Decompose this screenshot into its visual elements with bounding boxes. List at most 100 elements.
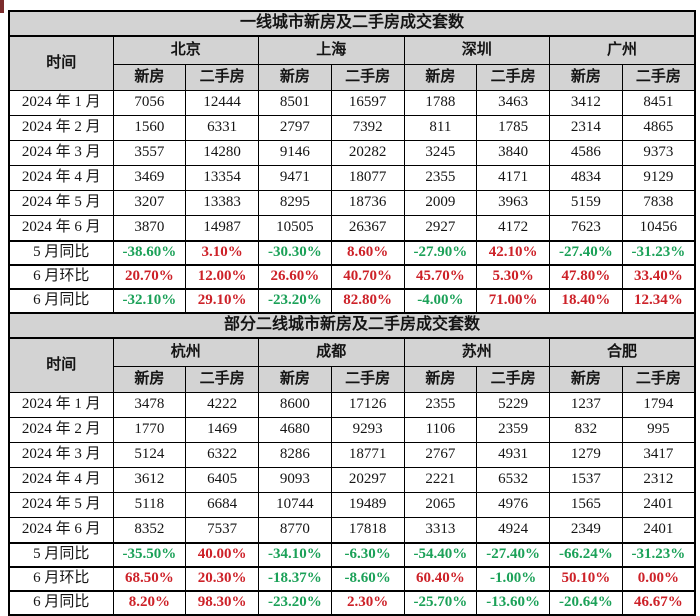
table-title: 一线城市新房及二手房成交套数 xyxy=(8,10,696,37)
time-header: 时间 xyxy=(8,35,114,91)
value-cell: 7056 xyxy=(112,90,187,116)
value-cell: 3963 xyxy=(476,190,550,216)
data-row: 2024 年 4 月 3612 6405 9093 20297 2221 6532 1537 2… xyxy=(8,467,696,493)
pct-cell: 8.60% xyxy=(330,240,405,266)
value-cell: 10456 xyxy=(621,215,696,242)
pct-cell: -23.20% xyxy=(258,590,332,616)
value-cell: 1785 xyxy=(476,115,550,141)
value-cell: 4976 xyxy=(476,492,550,518)
value-cell: 4172 xyxy=(476,215,550,242)
data-row: 2024 年 5 月 5118 6684 10744 19489 2065 4976 1565… xyxy=(8,492,696,518)
value-cell: 18736 xyxy=(330,190,405,216)
subheader-resale: 二手房 xyxy=(185,64,259,91)
value-cell: 1279 xyxy=(549,442,623,468)
pct-cell: -54.40% xyxy=(403,542,478,568)
value-cell: 3412 xyxy=(549,90,623,116)
value-cell: 1565 xyxy=(549,492,623,518)
value-cell: 811 xyxy=(403,115,478,141)
month-row-label: 2024 年 4 月 xyxy=(8,165,114,191)
value-cell: 9293 xyxy=(330,417,405,443)
screenshot-edge-artifact xyxy=(0,0,4,13)
value-cell: 4680 xyxy=(258,417,332,443)
data-row: 2024 年 1 月 3478 4222 8600 17126 2355 5229 1237 1… xyxy=(8,392,696,418)
value-cell: 3417 xyxy=(621,442,696,468)
data-row: 2024 年 2 月 1560 6331 2797 7392 811 1785 2314 486… xyxy=(8,115,696,141)
value-cell: 4222 xyxy=(185,392,259,418)
value-cell: 2314 xyxy=(549,115,623,141)
value-cell: 1560 xyxy=(112,115,187,141)
city-header-guangzhou: 广州 xyxy=(549,35,696,65)
value-cell: 18077 xyxy=(330,165,405,191)
subheader-new: 新房 xyxy=(549,366,623,393)
value-cell: 7537 xyxy=(185,517,259,544)
value-cell: 5159 xyxy=(549,190,623,216)
pct-cell: -13.60% xyxy=(476,590,550,616)
value-cell: 2312 xyxy=(621,467,696,493)
table-title-row: 一线城市新房及二手房成交套数 xyxy=(8,10,696,37)
value-cell: 13354 xyxy=(185,165,259,191)
month-row-label: 2024 年 3 月 xyxy=(8,140,114,166)
pct-cell: 3.10% xyxy=(185,240,259,266)
value-cell: 5124 xyxy=(112,442,187,468)
value-cell: 5118 xyxy=(112,492,187,518)
value-cell: 10744 xyxy=(258,492,332,518)
table-title: 部分二线城市新房及二手房成交套数 xyxy=(8,312,696,339)
value-cell: 8501 xyxy=(258,90,332,116)
pct-cell: -4.00% xyxy=(403,288,478,314)
value-cell: 1770 xyxy=(112,417,187,443)
value-cell: 5229 xyxy=(476,392,550,418)
pct-cell: -34.10% xyxy=(258,542,332,568)
value-cell: 9129 xyxy=(621,165,696,191)
data-row: 2024 年 6 月 8352 7537 8770 17818 3313 4924 2349 2… xyxy=(8,517,696,544)
pct-cell: 68.50% xyxy=(112,566,187,592)
value-cell: 18771 xyxy=(330,442,405,468)
value-cell: 3469 xyxy=(112,165,187,191)
data-row: 2024 年 1 月 7056 12444 8501 16597 1788 3463 3412… xyxy=(8,90,696,116)
city-header-suzhou: 苏州 xyxy=(403,337,550,367)
value-cell: 13383 xyxy=(185,190,259,216)
value-cell: 1106 xyxy=(403,417,478,443)
value-cell: 9146 xyxy=(258,140,332,166)
value-cell: 3612 xyxy=(112,467,187,493)
value-cell: 2065 xyxy=(403,492,478,518)
pct-row-label: 6 月同比 xyxy=(8,288,114,314)
data-row: 2024 年 4 月 3469 13354 9471 18077 2355 4171 4834… xyxy=(8,165,696,191)
pct-cell: 12.00% xyxy=(185,264,259,290)
subheader-new: 新房 xyxy=(403,64,478,91)
subheader-new: 新房 xyxy=(258,366,332,393)
pct-cell: -35.50% xyxy=(112,542,187,568)
subheader-new: 新房 xyxy=(112,64,187,91)
value-cell: 3478 xyxy=(112,392,187,418)
pct-cell: -38.60% xyxy=(112,240,187,266)
value-cell: 9471 xyxy=(258,165,332,191)
value-cell: 1469 xyxy=(185,417,259,443)
pct-cell: 47.80% xyxy=(549,264,623,290)
value-cell: 4586 xyxy=(549,140,623,166)
pct-cell: -27.40% xyxy=(549,240,623,266)
pct-cell: 8.20% xyxy=(112,590,187,616)
month-row-label: 2024 年 4 月 xyxy=(8,467,114,493)
month-row-label: 2024 年 3 月 xyxy=(8,442,114,468)
pct-cell: -32.10% xyxy=(112,288,187,314)
pct-cell: -6.30% xyxy=(330,542,405,568)
value-cell: 8286 xyxy=(258,442,332,468)
pct-cell: -8.60% xyxy=(330,566,405,592)
pct-cell: 60.40% xyxy=(403,566,478,592)
pct-cell: 40.00% xyxy=(185,542,259,568)
pct-row-label: 5 月同比 xyxy=(8,542,114,568)
pct-cell: -31.23% xyxy=(621,240,696,266)
pct-cell: -30.30% xyxy=(258,240,332,266)
value-cell: 16597 xyxy=(330,90,405,116)
pct-row-label: 5 月同比 xyxy=(8,240,114,266)
value-cell: 8600 xyxy=(258,392,332,418)
subheader-resale: 二手房 xyxy=(476,64,550,91)
month-row-label: 2024 年 5 月 xyxy=(8,492,114,518)
subheader-resale: 二手房 xyxy=(330,366,405,393)
pct-cell: 45.70% xyxy=(403,264,478,290)
value-cell: 2401 xyxy=(621,517,696,544)
data-row: 2024 年 3 月 3557 14280 9146 20282 3245 3840 4586… xyxy=(8,140,696,166)
pct-cell: -25.70% xyxy=(403,590,478,616)
pct-cell: 98.30% xyxy=(185,590,259,616)
pct-cell: 33.40% xyxy=(621,264,696,290)
value-cell: 9093 xyxy=(258,467,332,493)
